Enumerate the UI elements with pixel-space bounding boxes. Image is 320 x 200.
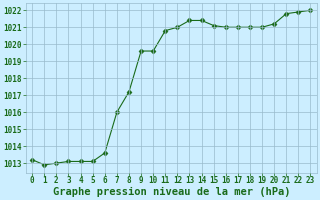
X-axis label: Graphe pression niveau de la mer (hPa): Graphe pression niveau de la mer (hPa) <box>52 186 290 197</box>
